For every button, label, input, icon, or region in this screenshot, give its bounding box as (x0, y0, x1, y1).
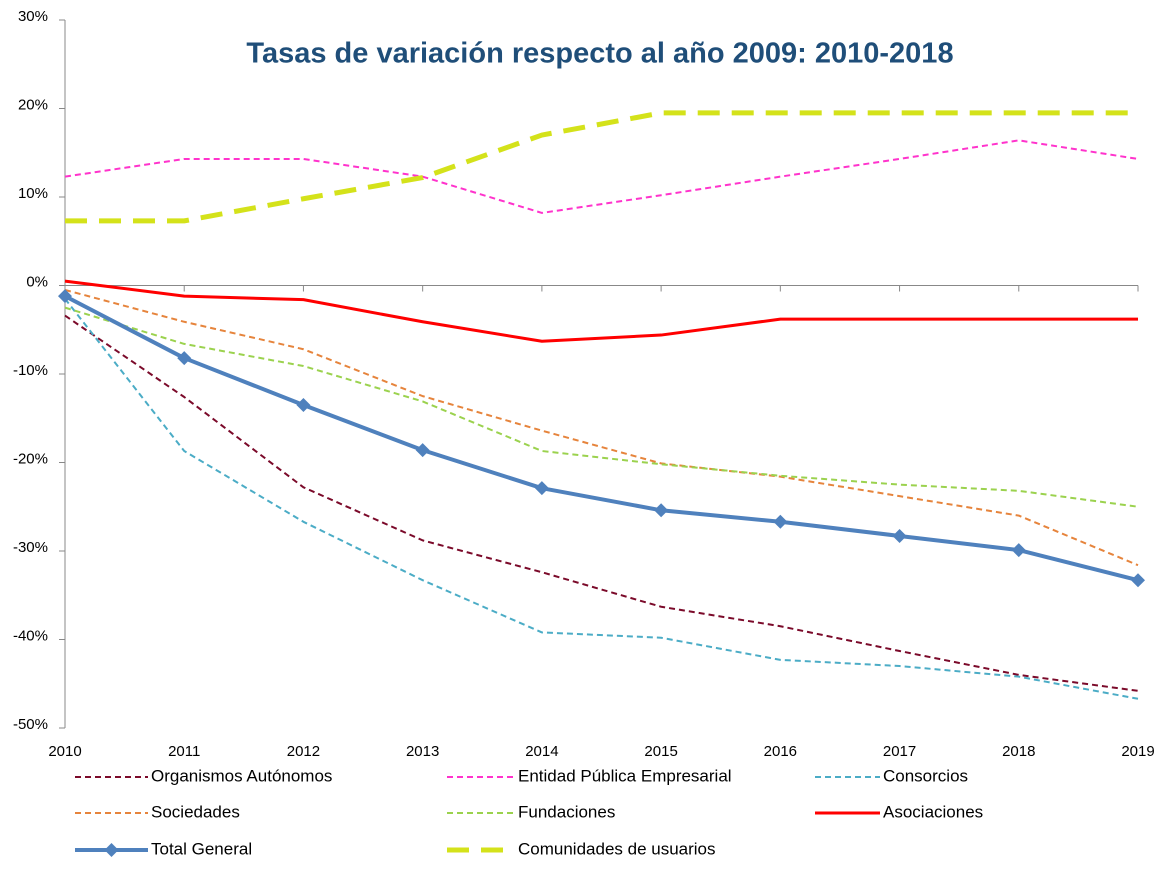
chart-title: Tasas de variación respecto al año 2009:… (246, 38, 953, 70)
data-point (415, 443, 430, 458)
series-line (64, 279, 1138, 343)
data-point (892, 528, 907, 543)
x-tick-label: 2012 (287, 743, 320, 760)
x-tick-label: 2016 (764, 743, 797, 760)
x-tick-label: 2010 (48, 743, 81, 760)
x-tick-label: 2019 (1121, 743, 1154, 760)
data-point (773, 514, 788, 529)
legend-marker (104, 843, 119, 857)
x-tick-label: 2015 (644, 743, 677, 760)
data-point (1131, 573, 1145, 588)
legend-label: Entidad Pública Empresarial (518, 766, 732, 785)
x-tick-label: 2018 (1002, 743, 1035, 760)
data-point (654, 503, 669, 518)
x-tick-label: 2011 (168, 743, 200, 760)
legend-label: Asociaciones (883, 802, 983, 821)
y-tick-label: -30% (13, 539, 48, 556)
x-tick-label: 2014 (525, 743, 558, 760)
legend-label: Total General (151, 839, 252, 858)
y-tick-label: 30% (18, 8, 48, 25)
x-tick-label: 2013 (406, 743, 439, 760)
data-point (296, 397, 311, 412)
series-line (64, 288, 1139, 567)
data-point (177, 351, 192, 366)
legend-label: Comunidades de usuarios (518, 839, 716, 858)
y-tick-label: -40% (13, 627, 48, 644)
x-tick-label: 2017 (883, 743, 916, 760)
y-tick-label: 10% (18, 185, 48, 202)
data-point (534, 481, 549, 496)
y-tick-label: -20% (13, 450, 48, 467)
series-line (64, 298, 1139, 700)
series-line (64, 294, 1139, 583)
series-line (64, 139, 1139, 214)
y-tick-label: 20% (18, 96, 48, 113)
y-tick-label: -50% (13, 716, 48, 733)
series-line (64, 314, 1139, 692)
series-line (65, 110, 1138, 224)
y-tick-label: -10% (13, 362, 48, 379)
data-point (1011, 543, 1026, 558)
series-line (64, 306, 1139, 508)
legend-label: Consorcios (883, 766, 968, 785)
legend-label: Organismos Autónomos (151, 766, 332, 785)
legend-label: Fundaciones (518, 802, 615, 821)
y-tick-label: 0% (26, 273, 48, 290)
legend-label: Sociedades (151, 802, 240, 821)
data-point (58, 289, 72, 304)
